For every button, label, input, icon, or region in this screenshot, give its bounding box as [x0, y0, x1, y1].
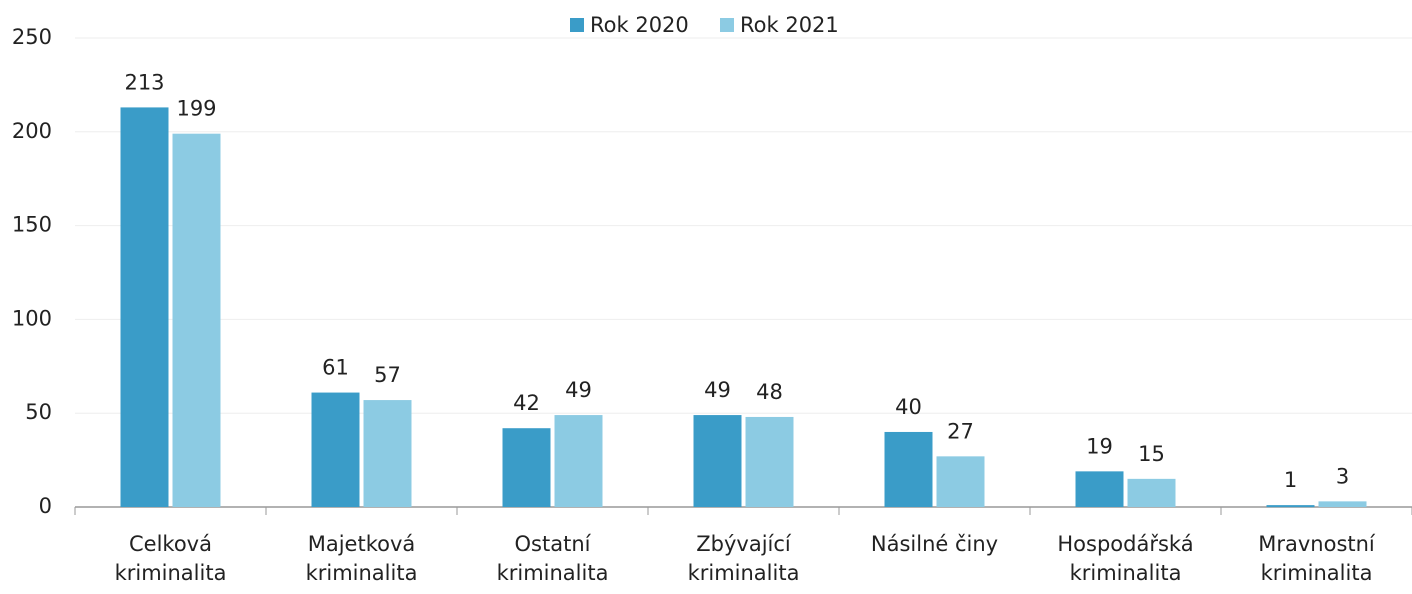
data-label: 3 — [1336, 464, 1349, 488]
legend-swatch — [570, 18, 584, 32]
y-tick-label: 50 — [25, 400, 52, 424]
legend-label: Rok 2021 — [740, 13, 839, 37]
data-label: 42 — [513, 391, 540, 415]
data-label: 213 — [124, 70, 164, 94]
bar — [745, 416, 794, 507]
data-label: 15 — [1138, 442, 1165, 466]
y-tick-label: 150 — [12, 213, 52, 237]
data-label: 49 — [704, 378, 731, 402]
data-label: 57 — [374, 363, 401, 387]
y-tick-label: 0 — [39, 494, 52, 518]
x-tick-label: Celková kriminalita — [114, 532, 227, 585]
data-label: 1 — [1284, 468, 1297, 492]
y-tick-label: 250 — [12, 25, 52, 49]
data-label: 27 — [947, 419, 974, 443]
bar — [1075, 471, 1124, 507]
bar — [172, 133, 221, 507]
x-tick-label: Zbývající kriminalita — [687, 532, 800, 585]
bar — [936, 456, 985, 507]
x-tick-label: Majetková kriminalita — [305, 532, 418, 585]
x-tick-label: Hospodářská kriminalita — [1057, 532, 1194, 585]
data-label: 40 — [895, 395, 922, 419]
data-label: 199 — [176, 97, 216, 121]
y-tick-label: 100 — [12, 306, 52, 330]
bar — [502, 428, 551, 507]
legend-swatch — [720, 18, 734, 32]
x-tick-label: Mravnostní kriminalita — [1258, 532, 1375, 585]
bar — [554, 415, 603, 507]
bar — [311, 392, 360, 507]
y-tick-label: 200 — [12, 119, 52, 143]
data-label: 61 — [322, 356, 349, 380]
bar — [120, 107, 169, 508]
bar — [884, 431, 933, 507]
data-label: 49 — [565, 378, 592, 402]
bar — [1318, 501, 1367, 507]
bar — [363, 400, 412, 507]
x-tick-label: Ostatní kriminalita — [496, 532, 609, 585]
bar — [1266, 505, 1315, 508]
x-tick-label: Násilné činy — [870, 532, 999, 556]
legend-label: Rok 2020 — [590, 13, 689, 37]
data-label: 48 — [756, 380, 783, 404]
bar — [693, 415, 742, 507]
data-label: 19 — [1086, 434, 1113, 458]
bar — [1127, 478, 1176, 507]
